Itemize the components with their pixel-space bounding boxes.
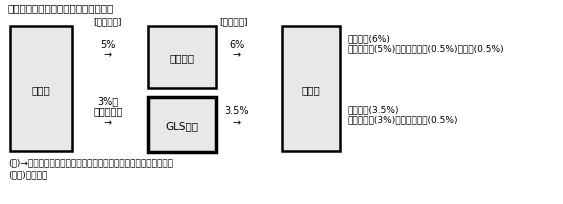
Bar (148, 27, 216, 89)
Text: 商業銀行: 商業銀行 (169, 53, 194, 63)
Text: →: → (233, 118, 241, 127)
Text: 貸付金利(3.5%): 貸付金利(3.5%) (348, 104, 400, 113)
Bar (282, 27, 340, 151)
Text: →: → (233, 50, 241, 60)
Text: (出所)筆者作成: (出所)筆者作成 (8, 169, 47, 178)
Text: 事業者: 事業者 (302, 85, 320, 94)
Bar (148, 98, 216, 152)
Text: 貸付金利(6%): 貸付金利(6%) (348, 34, 391, 43)
Text: 預金者: 預金者 (32, 85, 50, 94)
Text: ＝預金金利(3%)＋事務コスト(0.5%): ＝預金金利(3%)＋事務コスト(0.5%) (348, 114, 458, 123)
Text: →: → (104, 118, 112, 127)
Text: →: → (104, 50, 112, 60)
Text: 6%: 6% (229, 40, 245, 50)
Text: (注)→は資金の流れを示し、金利の受け取りとは逆となっている。: (注)→は資金の流れを示し、金利の受け取りとは逆となっている。 (8, 157, 173, 166)
Text: 3%＋: 3%＋ (97, 95, 119, 105)
Text: 5%: 5% (100, 40, 115, 50)
Text: 「満足」感: 「満足」感 (93, 105, 123, 115)
Text: 図表３　低利融資が可能となる仕組み: 図表３ 低利融資が可能となる仕組み (8, 3, 114, 13)
Text: 3.5%: 3.5% (225, 105, 249, 115)
Text: [貸付金利]: [貸付金利] (220, 17, 248, 26)
Bar (10, 27, 72, 151)
Text: ＝預金金利(5%)＋事務コスト(0.5%)＋利潤(0.5%): ＝預金金利(5%)＋事務コスト(0.5%)＋利潤(0.5%) (348, 44, 504, 53)
Text: GLS銀行: GLS銀行 (166, 120, 199, 130)
Text: [預金金利]: [預金金利] (94, 17, 122, 26)
